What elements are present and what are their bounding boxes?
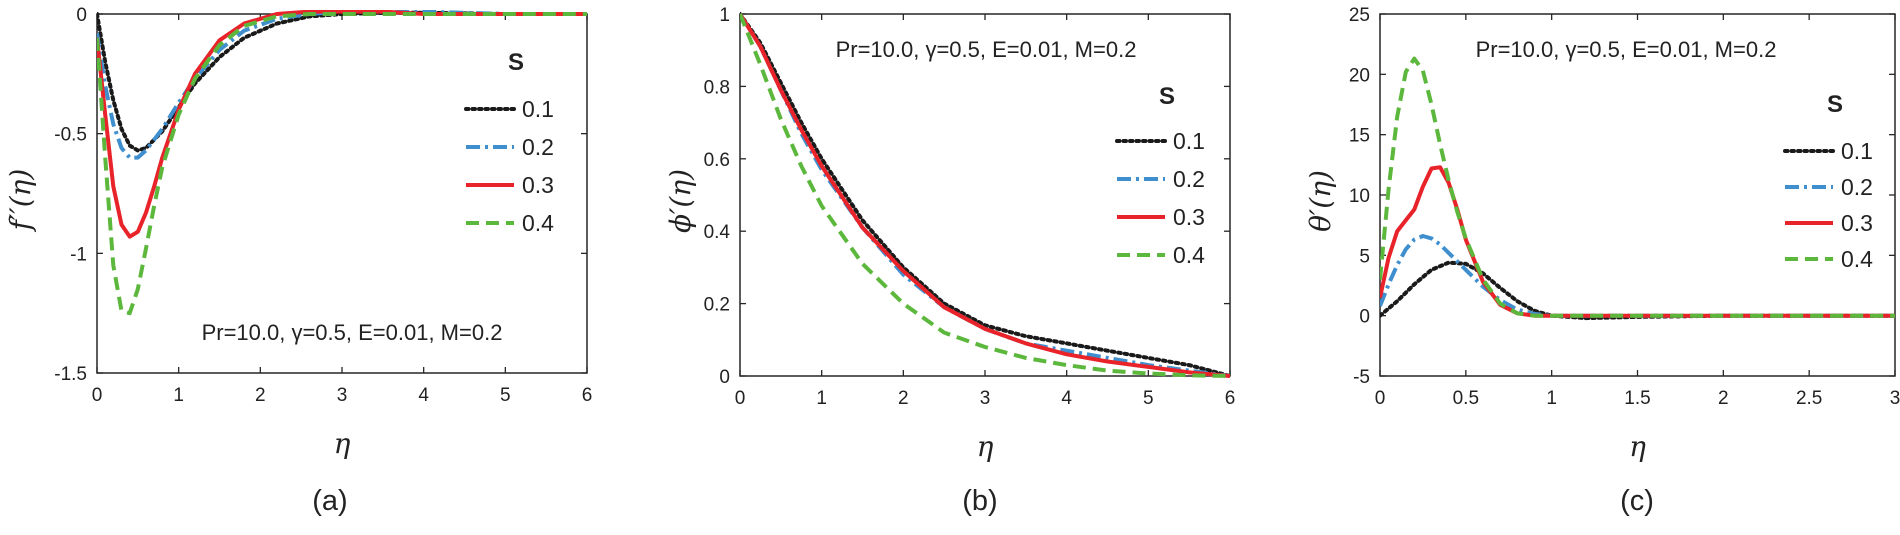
legend-label-0.2: 0.2 xyxy=(1841,174,1873,200)
y-tick-label: 10 xyxy=(1349,186,1370,207)
legend-label-0.4: 0.4 xyxy=(1841,246,1873,272)
series-line-0.1 xyxy=(740,12,1230,378)
x-tick-label: 4 xyxy=(418,385,429,406)
x-tick-label: 2 xyxy=(1718,388,1729,409)
panel-caption: (c) xyxy=(1620,485,1654,517)
y-tick-label: 20 xyxy=(1349,65,1370,86)
chart-panel-b: 0 1 2 3 4 5 6 0 0.2 0.4 0.6 0.8 1 η ϕ′(η) Pr=10.0, γ=0.… xyxy=(664,5,1235,517)
x-tick-label: 5 xyxy=(500,385,511,406)
x-tick-label: 6 xyxy=(582,385,593,406)
legend-label-0.2: 0.2 xyxy=(522,134,554,160)
y-axis-label: f′′(η) xyxy=(4,169,37,233)
legend-title: S xyxy=(1827,91,1843,118)
x-axis-label: η xyxy=(977,430,994,463)
legend-title: S xyxy=(508,49,524,76)
y-tick-label: 0.6 xyxy=(704,150,730,171)
x-tick-label: 4 xyxy=(1061,388,1072,409)
y-tick-label: 1 xyxy=(719,5,730,26)
x-tick-label: 1 xyxy=(816,388,827,409)
legend-label-0.2: 0.2 xyxy=(1173,166,1205,192)
legend-label-0.3: 0.3 xyxy=(1173,204,1205,230)
y-tick-label: 0.4 xyxy=(704,222,731,243)
x-tick-label: 5 xyxy=(1143,388,1154,409)
y-tick-label: 0 xyxy=(1359,307,1370,328)
x-tick-label: 1 xyxy=(1546,388,1557,409)
plot-frame xyxy=(1379,13,1896,377)
legend-label-0.1: 0.1 xyxy=(522,96,554,122)
x-axis-label: η xyxy=(334,427,351,460)
legend-label-0.1: 0.1 xyxy=(1173,128,1205,154)
y-tick-label: -1.5 xyxy=(54,364,87,385)
series-group xyxy=(1380,56,1895,321)
parameter-annotation: Pr=10.0, γ=0.5, E=0.01, M=0.2 xyxy=(1476,37,1777,62)
x-tick-label: 1 xyxy=(173,385,184,406)
series-line-0.4 xyxy=(1380,56,1895,318)
legend-label-0.1: 0.1 xyxy=(1841,138,1873,164)
y-tick-label: -1 xyxy=(70,244,87,265)
x-tick-label: 2 xyxy=(898,388,909,409)
y-tick-label: 0.8 xyxy=(704,77,730,98)
parameter-annotation: Pr=10.0, γ=0.5, E=0.01, M=0.2 xyxy=(836,37,1137,62)
series-line-0.4 xyxy=(97,12,587,316)
y-axis-label: θ′(η) xyxy=(1304,170,1337,232)
panel-caption: (a) xyxy=(312,485,347,517)
series-line-0.3 xyxy=(740,12,1230,378)
x-tick-label: 3 xyxy=(980,388,991,409)
chart-panel-c: 0 0.5 1 1.5 2 2.5 3-50510152025ηθ′(η)Pr=10.0, … xyxy=(1304,5,1900,517)
x-tick-label: 2.5 xyxy=(1796,388,1822,409)
y-tick-label: 0 xyxy=(719,367,730,388)
series-line-0.4 xyxy=(740,13,1230,378)
x-tick-label: 0 xyxy=(1375,388,1386,409)
plot-frame xyxy=(739,13,1231,377)
x-tick-label: 6 xyxy=(1225,388,1236,409)
legend-label-0.3: 0.3 xyxy=(522,172,554,198)
y-axis-label: ϕ′(η) xyxy=(664,169,697,233)
legend-label-0.4: 0.4 xyxy=(522,210,554,236)
y-tick-label: 0.2 xyxy=(704,295,730,316)
y-tick-label: 25 xyxy=(1349,5,1370,26)
x-tick-label: 0 xyxy=(92,385,103,406)
y-tick-label: -5 xyxy=(1353,367,1370,388)
parameter-annotation: Pr=10.0, γ=0.5, E=0.01, M=0.2 xyxy=(202,320,503,345)
x-tick-label: 0 xyxy=(735,388,746,409)
x-tick-label: 1.5 xyxy=(1624,388,1650,409)
series-group xyxy=(740,12,1230,378)
y-tick-label: 0 xyxy=(76,5,87,26)
legend-label-0.3: 0.3 xyxy=(1841,210,1873,236)
x-tick-label: 2 xyxy=(255,385,266,406)
y-tick-label: 5 xyxy=(1359,246,1370,267)
panel-caption: (b) xyxy=(962,485,997,517)
legend-label-0.4: 0.4 xyxy=(1173,242,1205,268)
plot-frame xyxy=(96,13,588,374)
y-tick-label: -0.5 xyxy=(54,125,87,146)
x-tick-label: 0.5 xyxy=(1453,388,1479,409)
x-tick-label: 3 xyxy=(1890,388,1900,409)
x-axis-label: η xyxy=(1629,430,1646,463)
x-tick-label: 3 xyxy=(337,385,348,406)
series-group xyxy=(97,10,587,316)
chart-panel-a: 0 1 2 3 4 5 6 -1.5 -1 -0.5 0 η f′′(η) Pr=10.0, γ=0.5,… xyxy=(4,5,592,517)
y-tick-label: 15 xyxy=(1349,126,1370,147)
legend-title: S xyxy=(1159,83,1175,110)
